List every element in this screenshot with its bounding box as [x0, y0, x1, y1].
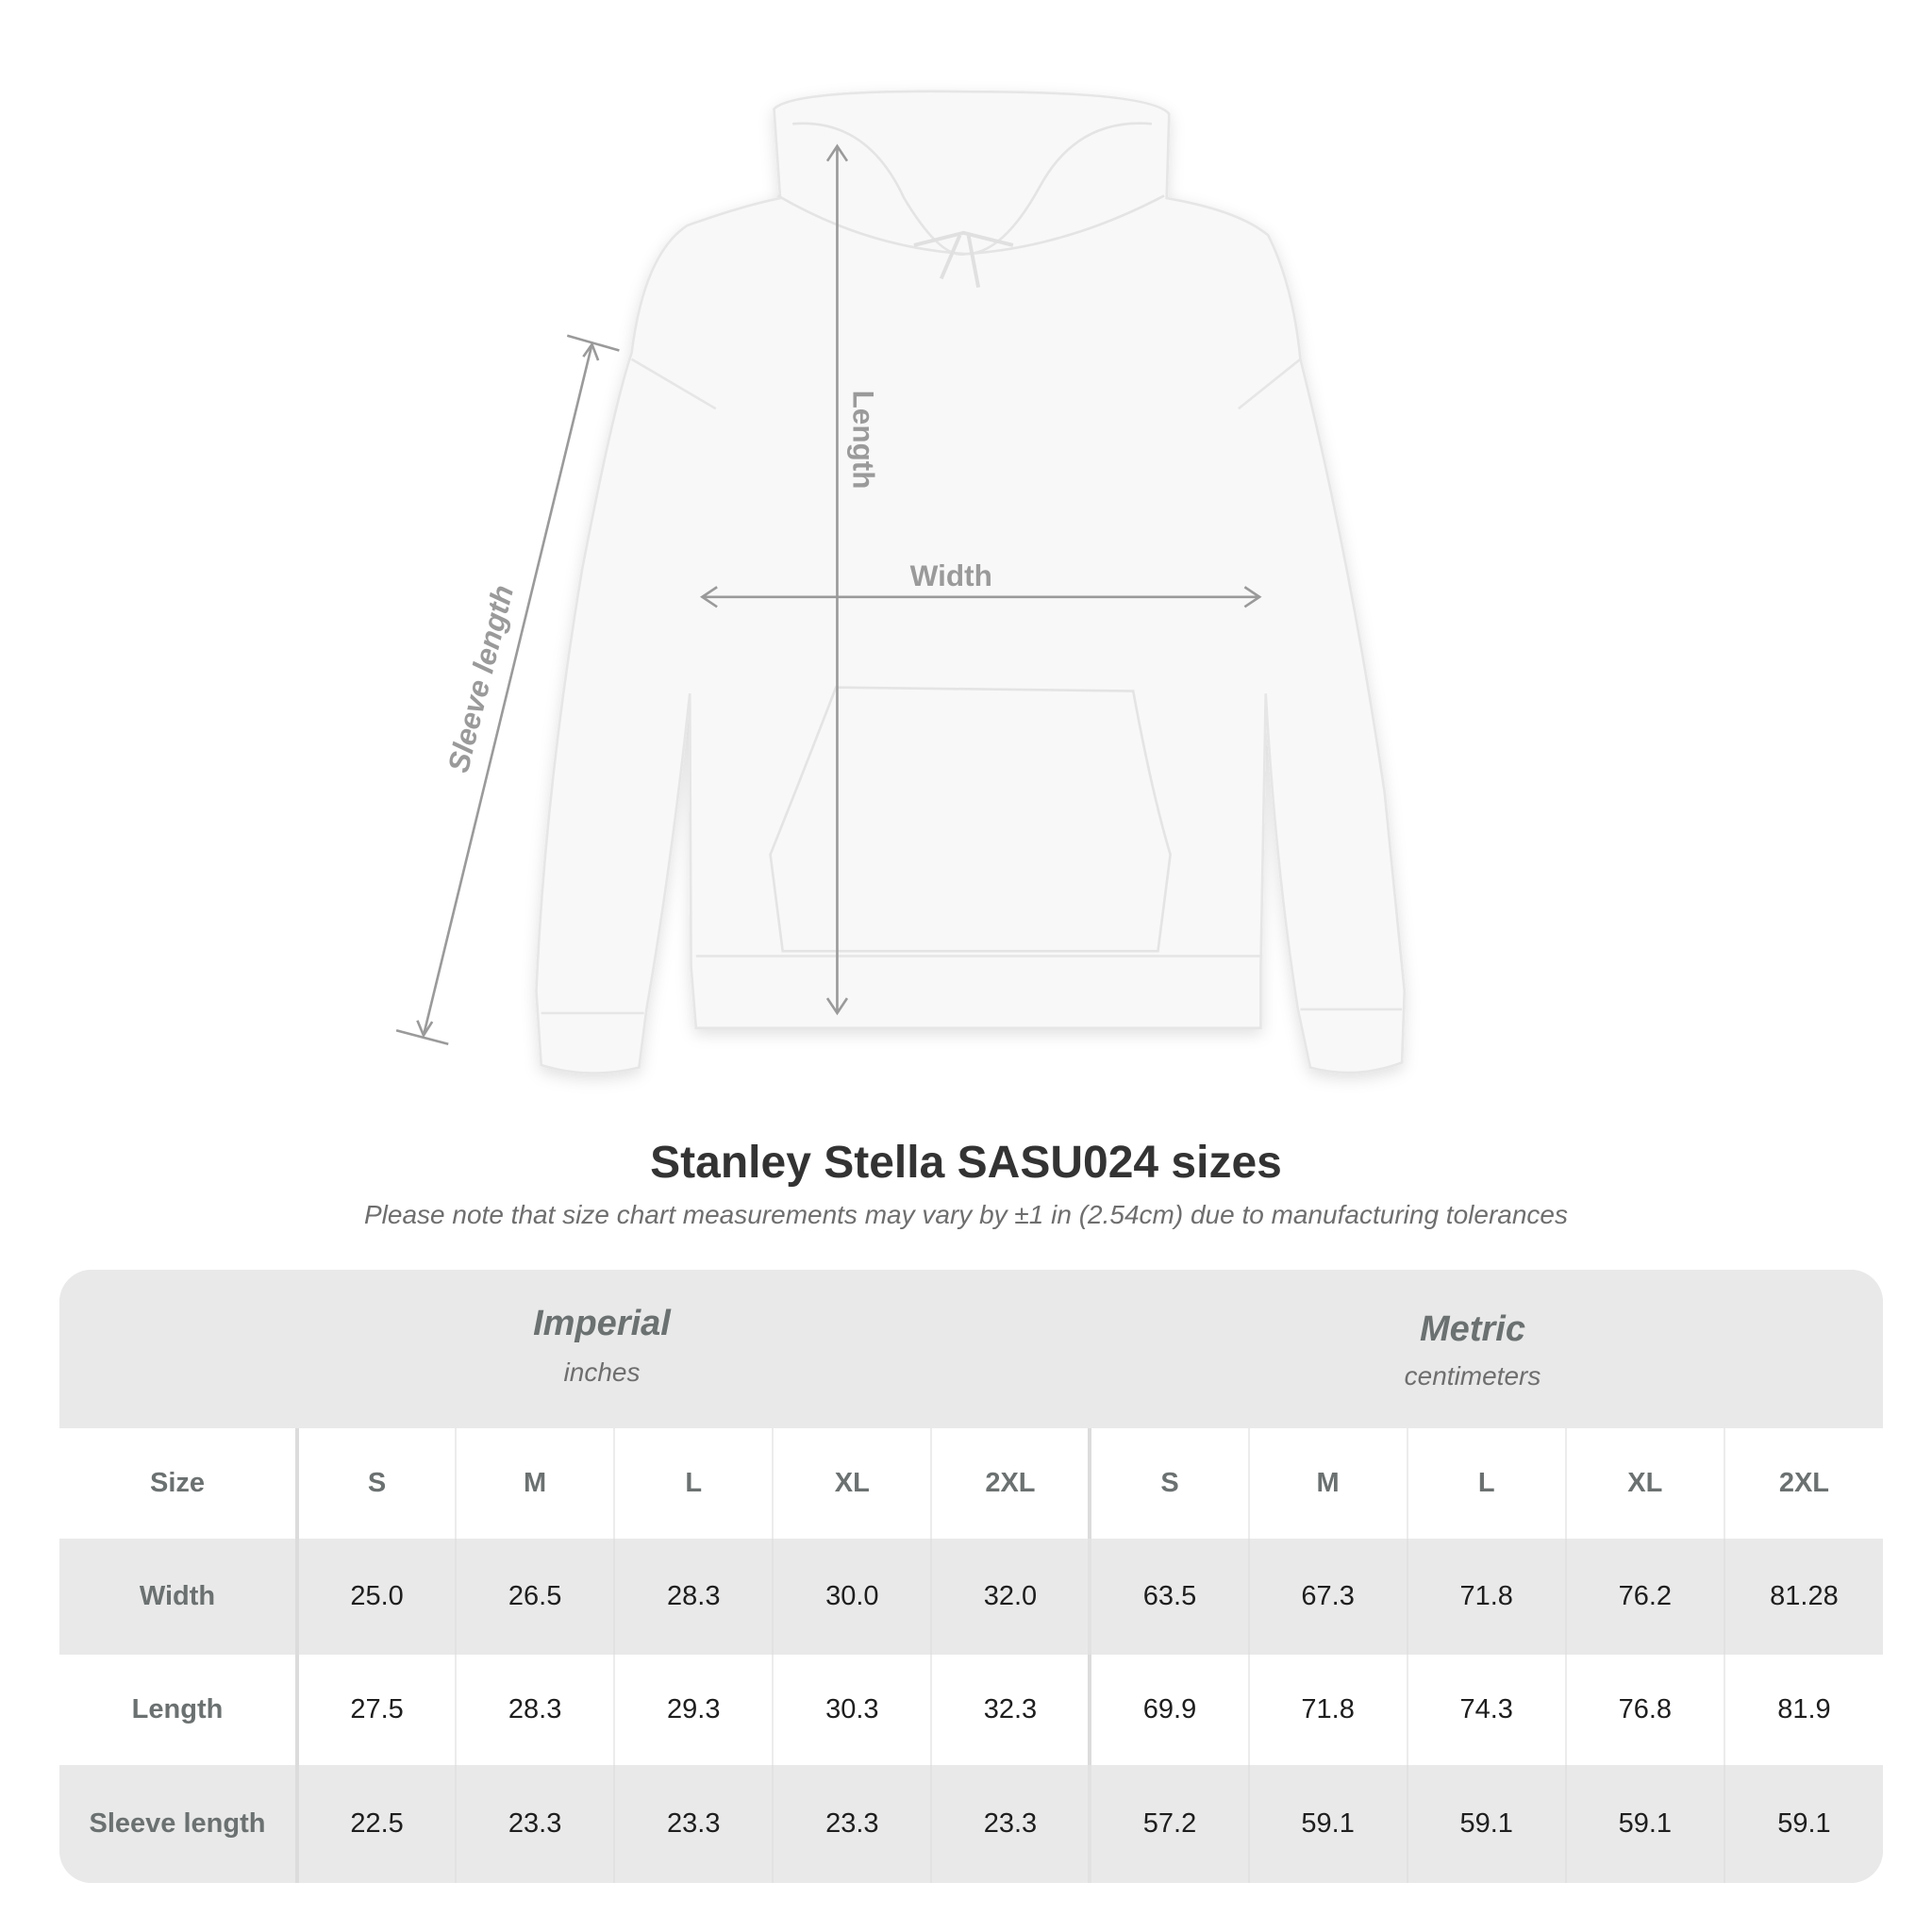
metric-value-cell: 81.9: [1723, 1655, 1883, 1765]
imperial-value-cell: 32.0: [930, 1539, 1091, 1655]
metric-size-m: M: [1247, 1428, 1407, 1539]
sleeve-length-label: Sleeve length: [441, 582, 520, 776]
imperial-value-cell: 28.3: [613, 1539, 774, 1655]
metric-value-cell: 74.3: [1406, 1655, 1566, 1765]
imperial-value-cell: 23.3: [613, 1765, 774, 1883]
imperial-value-cell: 23.3: [455, 1765, 615, 1883]
imperial-title: Imperial: [533, 1304, 671, 1343]
metric-value-cell: 81.28: [1723, 1539, 1883, 1655]
length-measure-line: [825, 143, 849, 1016]
metric-value-cell: 71.8: [1406, 1539, 1566, 1655]
imperial-size-xl: XL: [772, 1428, 932, 1539]
size-table: Imperial inches Metric centimeters Size S…: [59, 1270, 1883, 1883]
imperial-value-cell: 30.0: [772, 1539, 932, 1655]
size-grid: Size S M L XL 2XL S M L XL 2XL Width 25.0 26.5 28.3 30.…: [59, 1428, 1883, 1883]
metric-size-s: S: [1088, 1428, 1249, 1539]
metric-unit: centimeters: [1404, 1361, 1541, 1391]
metric-value-cell: 76.2: [1564, 1539, 1724, 1655]
size-header-row: Size S M L XL 2XL S M L XL 2XL: [59, 1428, 1883, 1539]
size-column-label: Size: [59, 1428, 299, 1539]
hoodie-illustration: [535, 90, 1407, 1074]
imperial-value-cell: 30.3: [772, 1655, 932, 1765]
length-label: Length: [847, 391, 881, 490]
row-label: Width: [59, 1539, 299, 1655]
metric-value-cell: 71.8: [1247, 1655, 1407, 1765]
sleeve-measure-line: [395, 334, 620, 1045]
metric-size-2xl: 2XL: [1723, 1428, 1883, 1539]
metric-title: Metric: [1420, 1309, 1525, 1349]
width-measure-line: [700, 586, 1262, 608]
page-title: Stanley Stella SASU024 sizes: [650, 1138, 1282, 1188]
imperial-value-cell: 27.5: [295, 1655, 457, 1765]
imperial-value-cell: 26.5: [455, 1539, 615, 1655]
imperial-header: Imperial inches: [319, 1304, 885, 1388]
metric-value-cell: 63.5: [1088, 1539, 1249, 1655]
imperial-value-cell: 28.3: [455, 1655, 615, 1765]
tolerance-note: Please note that size chart measurements…: [364, 1200, 1568, 1229]
row-label: Sleeve length: [59, 1765, 299, 1883]
metric-value-cell: 59.1: [1406, 1765, 1566, 1883]
metric-size-l: L: [1406, 1428, 1566, 1539]
imperial-unit: inches: [563, 1357, 641, 1387]
imperial-value-cell: 25.0: [295, 1539, 457, 1655]
metric-value-cell: 69.9: [1088, 1655, 1249, 1765]
imperial-size-2xl: 2XL: [930, 1428, 1091, 1539]
imperial-value-cell: 22.5: [295, 1765, 457, 1883]
imperial-value-cell: 23.3: [772, 1765, 932, 1883]
table-row: Sleeve length 22.5 23.3 23.3 23.3 23.3 57.2 59.…: [59, 1765, 1883, 1883]
imperial-value-cell: 32.3: [930, 1655, 1091, 1765]
unit-header: Imperial inches Metric centimeters: [59, 1270, 1883, 1428]
imperial-size-l: L: [613, 1428, 774, 1539]
imperial-size-s: S: [295, 1428, 457, 1539]
imperial-value-cell: 23.3: [930, 1765, 1091, 1883]
metric-value-cell: 59.1: [1564, 1765, 1724, 1883]
imperial-value-cell: 29.3: [613, 1655, 774, 1765]
metric-value-cell: 76.8: [1564, 1655, 1724, 1765]
metric-value-cell: 57.2: [1088, 1765, 1249, 1883]
row-label: Length: [59, 1655, 299, 1765]
table-row: Length 27.5 28.3 29.3 30.3 32.3 69.9 71.8 74.3 76…: [59, 1655, 1883, 1765]
metric-value-cell: 67.3: [1247, 1539, 1407, 1655]
metric-header: Metric centimeters: [1190, 1309, 1756, 1391]
imperial-size-m: M: [455, 1428, 615, 1539]
table-row: Width 25.0 26.5 28.3 30.0 32.0 63.5 67.3 71.8 76.…: [59, 1539, 1883, 1655]
metric-size-xl: XL: [1564, 1428, 1724, 1539]
metric-value-cell: 59.1: [1247, 1765, 1407, 1883]
width-label: Width: [910, 558, 992, 592]
metric-value-cell: 59.1: [1723, 1765, 1883, 1883]
